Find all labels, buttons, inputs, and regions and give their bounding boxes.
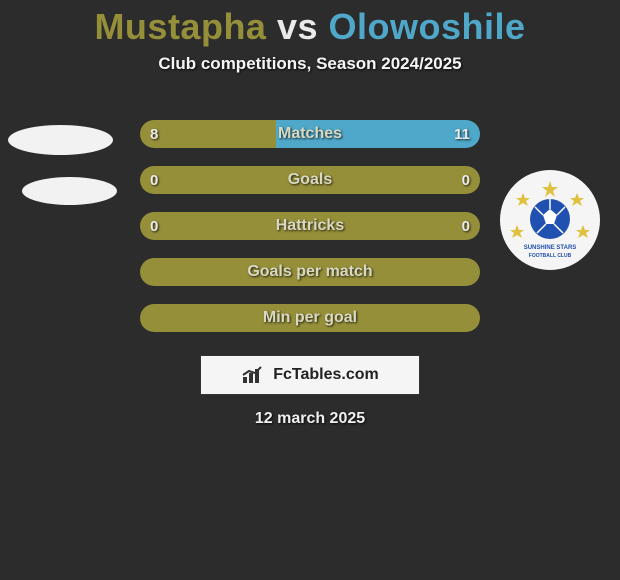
title-vs: vs [277, 6, 318, 47]
stat-bar-right-value: 11 [454, 120, 470, 148]
branding-chart-icon [241, 365, 267, 385]
stat-bar-label: Matches [140, 120, 480, 148]
branding-box: FcTables.com [200, 355, 420, 395]
stat-bar-left-value: 0 [150, 166, 158, 194]
stat-bar-matches: Matches8 11 [140, 120, 480, 148]
stat-bar-min-per-goal: Min per goal [140, 304, 480, 332]
logo-text-top: SUNSHINE STARS [524, 245, 577, 251]
stat-bar-goals: Goals0 0 [140, 166, 480, 194]
club-logo-svg: SUNSHINE STARS FOOTBALL CLUB [505, 175, 595, 265]
stat-bar-goals-per-match: Goals per match [140, 258, 480, 286]
logo-text-bottom: FOOTBALL CLUB [529, 253, 572, 259]
stat-bar-label: Hattricks [140, 212, 480, 240]
stat-bar-right-value: 0 [462, 212, 470, 240]
title-player1: Mustapha [94, 6, 266, 47]
title-player2: Olowoshile [329, 6, 526, 47]
subtitle: Club competitions, Season 2024/2025 [0, 54, 620, 74]
stat-bar-label: Goals per match [140, 258, 480, 286]
left-decor-ellipse-2 [22, 177, 117, 205]
stat-bar-left-value: 0 [150, 212, 158, 240]
stat-bar-label: Min per goal [140, 304, 480, 332]
branding-text: FcTables.com [273, 366, 379, 384]
date-text: 12 march 2025 [0, 410, 620, 428]
stat-bars: Matches811Goals00Hattricks00Goals per ma… [140, 120, 480, 350]
page-title: Mustapha vs Olowoshile [0, 0, 620, 48]
right-club-logo: SUNSHINE STARS FOOTBALL CLUB [500, 170, 600, 270]
comparison-infographic: Mustapha vs Olowoshile Club competitions… [0, 0, 620, 580]
stat-bar-left-value: 8 [150, 120, 158, 148]
stat-bar-hattricks: Hattricks0 0 [140, 212, 480, 240]
stat-bar-label: Goals [140, 166, 480, 194]
stat-bar-right-value: 0 [462, 166, 470, 194]
left-decor-ellipse-1 [8, 125, 113, 155]
